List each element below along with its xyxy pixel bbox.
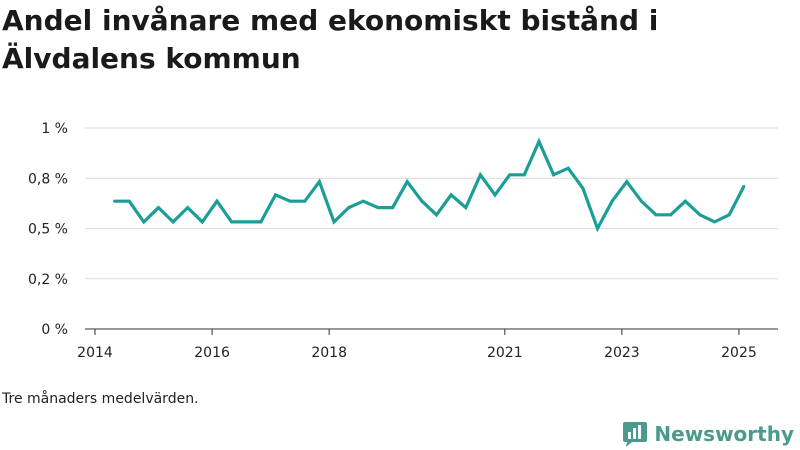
footnote: Tre månaders medelvärden.: [2, 391, 199, 407]
data-point: [654, 213, 658, 217]
data-point: [303, 199, 307, 203]
data-point: [200, 220, 204, 224]
y-tick-label: 0,8 %: [28, 171, 68, 187]
y-tick-label: 1 %: [41, 121, 68, 137]
y-tick-label: 0,2 %: [28, 272, 68, 288]
data-point: [698, 213, 702, 217]
data-point: [186, 206, 190, 209]
data-point: [230, 220, 234, 224]
data-point: [332, 220, 336, 224]
data-point: [742, 184, 746, 188]
x-tick-label: 2025: [721, 345, 757, 361]
data-point: [449, 193, 453, 197]
data-point: [581, 186, 585, 190]
data-point: [479, 173, 482, 177]
y-axis-ticks: 0 % 0,2 % 0,5 % 0,8 % 1 %: [28, 121, 68, 338]
data-point: [157, 206, 160, 209]
data-point: [347, 206, 351, 209]
data-point: [508, 173, 512, 177]
data-point: [274, 193, 277, 197]
data-point: [610, 199, 614, 203]
data-point: [683, 199, 687, 203]
data-point: [259, 220, 263, 224]
data-point: [391, 206, 394, 209]
bar-chart-icon: [623, 422, 648, 447]
data-point: [288, 199, 292, 203]
series-line: [114, 137, 746, 233]
x-tick-label: 2018: [311, 345, 347, 361]
data-point: [435, 213, 438, 217]
data-point: [596, 227, 599, 230]
data-point: [552, 173, 555, 177]
data-point: [713, 220, 716, 224]
data-point: [127, 199, 131, 203]
data-point: [566, 166, 570, 170]
brand-name: Newsworthy: [654, 422, 794, 446]
line-chart: 0 %0,2 %0,5 %0,8 %1 % 2014 2016 2018 2021 20…: [28, 121, 778, 361]
data-point: [493, 193, 497, 197]
x-tick-label: 2021: [487, 345, 523, 361]
data-point: [522, 173, 526, 177]
y-tick-label: 0 %: [41, 322, 68, 338]
data-point: [361, 199, 365, 203]
data-point: [318, 180, 321, 184]
data-point: [171, 220, 175, 224]
data-point: [376, 206, 380, 209]
data-point: [113, 199, 116, 203]
data-point: [464, 206, 468, 209]
x-tick-label: 2023: [604, 345, 640, 361]
series-layer: [113, 137, 746, 233]
chart-title: Andel invånare med ekonomiskt bistånd i …: [2, 4, 659, 75]
data-point: [244, 220, 248, 224]
data-point: [420, 199, 424, 203]
gridlines: [85, 127, 778, 280]
x-tick-label: 2016: [194, 345, 230, 361]
data-point: [640, 199, 643, 203]
data-point: [215, 199, 219, 203]
data-point: [142, 220, 146, 224]
data-point: [727, 213, 731, 217]
y-tick-label: 0,5 %: [28, 222, 68, 238]
data-point: [405, 180, 409, 184]
data-point: [537, 140, 541, 143]
brand-logo: Newsworthy: [622, 419, 794, 449]
x-tick-label: 2014: [77, 345, 113, 361]
data-point: [669, 213, 673, 217]
data-point: [625, 180, 629, 184]
x-axis: 2014 2016 2018 2021 2023 2025: [77, 328, 778, 361]
